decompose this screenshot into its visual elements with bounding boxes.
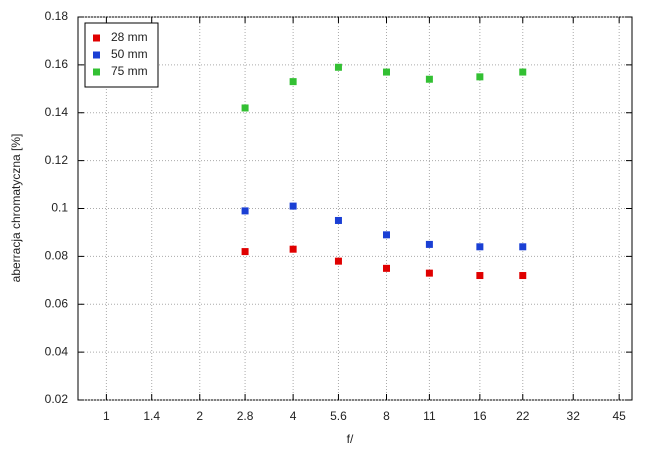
- y-axis-label: aberracja chromatyczna [%]: [9, 134, 23, 283]
- point: [289, 245, 297, 253]
- point: [241, 104, 249, 112]
- y-tick-label: 0.04: [45, 344, 69, 358]
- x-tick-label: 32: [567, 409, 581, 423]
- x-tick-label: 2.8: [237, 409, 254, 423]
- y-tick-label: 0.16: [45, 57, 69, 71]
- point: [425, 75, 433, 83]
- legend-swatch: [93, 68, 100, 76]
- legend-swatch: [93, 51, 100, 59]
- x-tick-label: 1: [103, 409, 110, 423]
- y-tick-label: 0.12: [45, 153, 69, 167]
- point: [334, 63, 342, 71]
- x-tick-label: 4: [290, 409, 297, 423]
- point: [519, 272, 527, 280]
- y-tick-label: 0.1: [51, 201, 68, 215]
- point: [476, 272, 484, 280]
- legend-label: 50 mm: [111, 47, 148, 61]
- point: [519, 243, 527, 251]
- point: [382, 264, 390, 272]
- y-tick-label: 0.14: [45, 105, 69, 119]
- point: [476, 243, 484, 251]
- point: [519, 68, 527, 76]
- point: [289, 78, 297, 86]
- legend-label: 28 mm: [111, 30, 148, 44]
- point: [241, 207, 249, 215]
- x-tick-label: 1.4: [143, 409, 160, 423]
- point: [382, 231, 390, 239]
- point: [334, 257, 342, 265]
- point: [382, 68, 390, 76]
- x-tick-label: 11: [423, 409, 436, 423]
- x-tick-label: 2: [196, 409, 203, 423]
- x-tick-label: 45: [612, 409, 626, 423]
- x-tick-label: 8: [383, 409, 390, 423]
- y-tick-label: 0.06: [45, 296, 69, 310]
- point: [289, 202, 297, 210]
- point: [241, 248, 249, 256]
- y-tick-label: 0.08: [45, 249, 69, 263]
- y-tick-label: 0.18: [45, 9, 69, 23]
- x-axis-label: f/: [347, 432, 354, 446]
- y-tick-label: 0.02: [45, 392, 69, 406]
- point: [425, 240, 433, 248]
- legend-label: 75 mm: [111, 64, 148, 78]
- x-tick-label: 22: [516, 409, 530, 423]
- x-tick-label: 5.6: [330, 409, 347, 423]
- point: [425, 269, 433, 277]
- legend-swatch: [93, 34, 100, 42]
- point: [334, 216, 342, 224]
- x-tick-label: 16: [473, 409, 487, 423]
- point: [476, 73, 484, 81]
